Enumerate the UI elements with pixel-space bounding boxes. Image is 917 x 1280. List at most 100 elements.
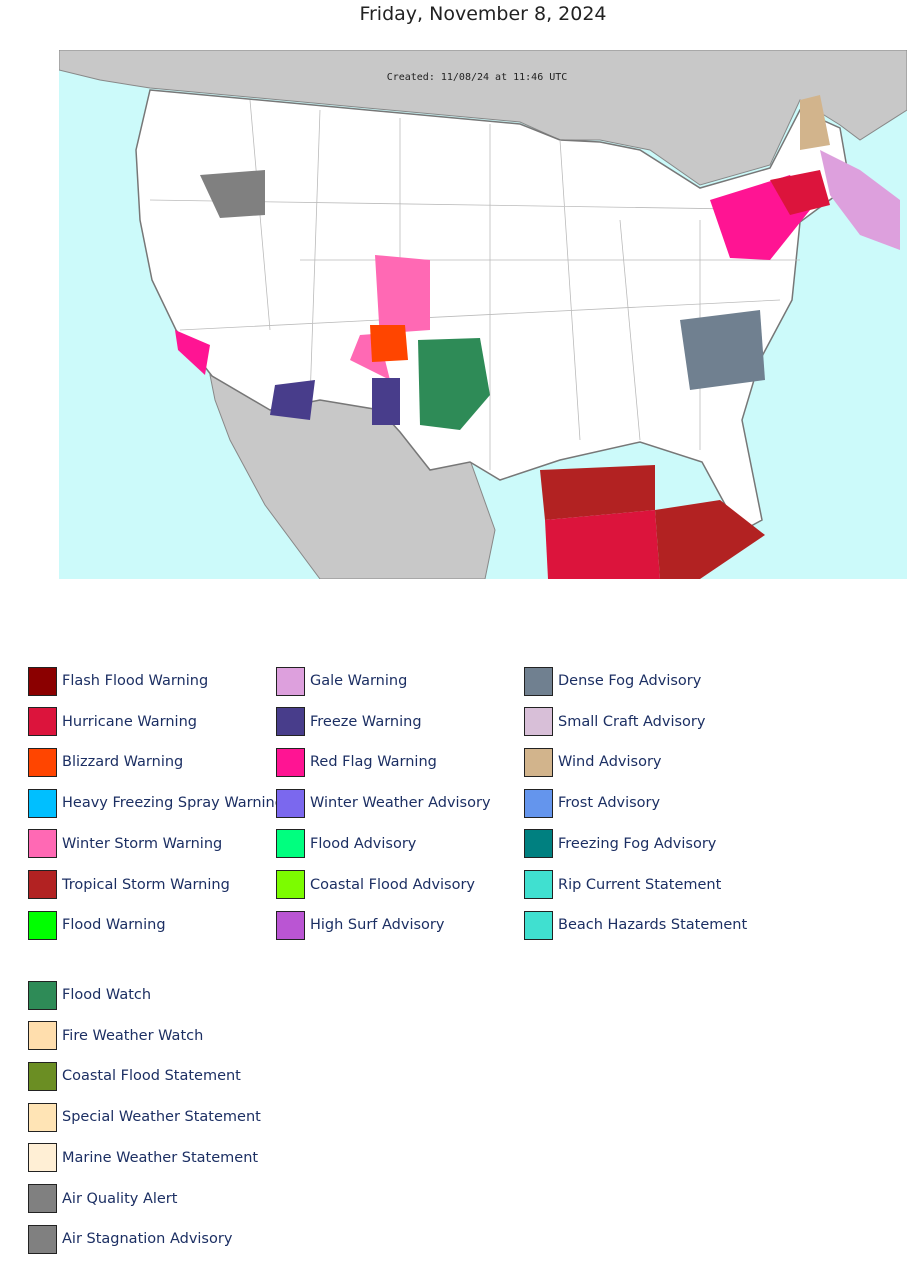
legend-item: Blizzard Warning <box>28 747 183 777</box>
freeze-area <box>372 378 400 425</box>
legend-swatch <box>28 666 57 696</box>
legend-item: Flood Advisory <box>276 829 416 859</box>
legend-label: Special Weather Statement <box>62 1109 261 1126</box>
legend-swatch <box>524 870 553 899</box>
legend-label: Coastal Flood Advisory <box>310 876 476 893</box>
legend-swatch <box>524 788 553 818</box>
legend-item: Beach Hazards Statement <box>524 910 747 940</box>
legend-label: Flood Advisory <box>310 835 417 852</box>
legend-item: Dense Fog Advisory <box>524 666 701 696</box>
legend-swatch <box>28 1184 57 1213</box>
legend-label: Marine Weather Statement <box>62 1149 259 1166</box>
page-title: Friday, November 8, 2024 <box>359 3 607 25</box>
red-flag-ca <box>175 330 210 375</box>
legend-item: Tropical Storm Warning <box>28 870 230 900</box>
blizzard-area <box>370 325 408 362</box>
legend-item: Coastal Flood Advisory <box>276 870 475 900</box>
legend-swatch <box>276 829 305 859</box>
flood-watch-area <box>418 338 490 430</box>
legend-swatch <box>28 870 57 899</box>
legend-item: Special Weather Statement <box>28 1102 261 1132</box>
legend-label: Blizzard Warning <box>62 754 184 771</box>
legend-item: Air Stagnation Advisory <box>28 1224 232 1254</box>
legend-label: Flood Warning <box>62 917 166 934</box>
legend-swatch <box>28 1061 57 1091</box>
legend-swatch <box>524 666 553 696</box>
legend-label: Winter Storm Warning <box>62 835 223 852</box>
legend-label: Rip Current Statement <box>558 876 722 893</box>
legend-label: Dense Fog Advisory <box>558 673 702 689</box>
legend-swatch <box>276 870 305 899</box>
legend-swatch <box>276 707 305 737</box>
tropical-storm-area <box>540 465 655 520</box>
legend-swatch <box>28 788 57 818</box>
legend-swatch <box>28 1102 57 1132</box>
legend-label: High Surf Advisory <box>310 917 445 934</box>
legend-label: Winter Weather Advisory <box>310 795 491 812</box>
legend-swatch <box>28 1021 57 1051</box>
legend-item: Red Flag Warning <box>276 747 437 777</box>
legend-label: Hurricane Warning <box>62 713 197 730</box>
air-quality-area <box>200 170 265 218</box>
legend-item: Fire Weather Watch <box>28 1021 203 1051</box>
legend-swatch <box>276 788 305 818</box>
gale-area <box>820 150 900 250</box>
legend-swatch <box>28 707 57 737</box>
legend-swatch <box>276 666 305 696</box>
legend-label: Heavy Freezing Spray Warning <box>62 795 284 812</box>
legend-swatch <box>28 747 57 777</box>
legend-item: Flood Warning <box>28 910 166 940</box>
legend-item: Freeze Warning <box>276 707 422 737</box>
canada <box>59 50 907 186</box>
legend-item: Hurricane Warning <box>28 707 197 737</box>
legend-item: Winter Weather Advisory <box>276 788 491 818</box>
legend-item: Winter Storm Warning <box>28 829 222 859</box>
legend-item: Marine Weather Statement <box>28 1143 258 1173</box>
legend-swatch <box>28 1143 57 1173</box>
legend-swatch <box>28 980 57 1010</box>
legend-label: Air Stagnation Advisory <box>62 1231 233 1248</box>
legend-label: Beach Hazards Statement <box>558 917 748 934</box>
legend-swatch <box>28 829 57 859</box>
united-states <box>135 89 851 534</box>
legend-item: Wind Advisory <box>524 747 662 777</box>
legend-item: Heavy Freezing Spray Warning <box>28 788 284 818</box>
legend-label: Air Quality Alert <box>62 1190 178 1207</box>
freeze-area-az <box>270 380 315 420</box>
legend-item: Small Craft Advisory <box>524 707 705 737</box>
legend-label: Wind Advisory <box>558 754 662 771</box>
legend-label: Red Flag Warning <box>310 754 437 771</box>
legend-swatch <box>276 910 305 940</box>
legend-item: Freezing Fog Advisory <box>524 829 716 859</box>
legend-label: Fire Weather Watch <box>62 1027 204 1044</box>
wind-area <box>800 95 830 150</box>
legend-label: Coastal Flood Statement <box>62 1068 241 1085</box>
legend-swatch <box>524 829 553 859</box>
legend-item: Air Quality Alert <box>28 1184 177 1214</box>
legend-label: Tropical Storm Warning <box>62 876 230 893</box>
legend-label: Frost Advisory <box>558 795 661 812</box>
legend-label: Gale Warning <box>310 673 408 689</box>
legend-label: Flash Flood Warning <box>62 673 209 689</box>
legend-swatch <box>524 910 553 940</box>
legend-label: Flood Watch <box>62 987 152 1003</box>
red-flag-ne <box>770 170 830 215</box>
legend-item: Flash Flood Warning <box>28 666 208 696</box>
legend-label: Freezing Fog Advisory <box>558 835 717 852</box>
legend-swatch <box>524 707 553 737</box>
legend-item: Flood Watch <box>28 980 151 1010</box>
map: Created: 11/08/24 at 11:46 UTC <box>59 50 907 579</box>
legend-swatch <box>28 910 57 940</box>
fog-area <box>680 310 765 390</box>
legend-item: Gale Warning <box>276 666 407 696</box>
legend-swatch <box>276 747 305 777</box>
hurricane-area <box>545 510 660 579</box>
legend-swatch <box>524 747 553 777</box>
tropical-storm-area-e <box>655 500 765 579</box>
legend-item: Coastal Flood Statement <box>28 1061 241 1091</box>
legend-label: Freeze Warning <box>310 713 422 730</box>
legend-item: High Surf Advisory <box>276 910 444 940</box>
legend-swatch <box>28 1224 57 1254</box>
legend-item: Rip Current Statement <box>524 870 721 900</box>
